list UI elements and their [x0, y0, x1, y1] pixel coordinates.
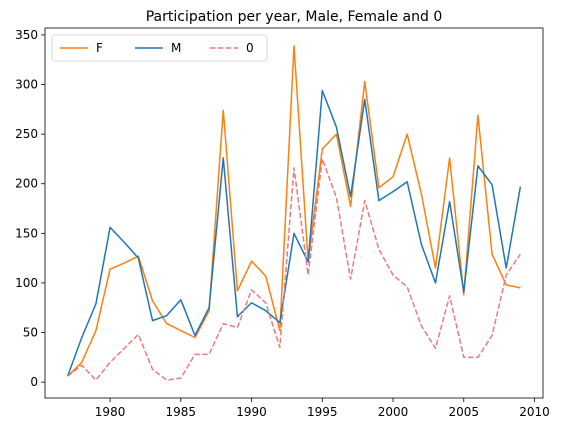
y-tick-label: 250 — [15, 127, 38, 141]
x-tick-label: 2000 — [378, 405, 409, 419]
legend: F M 0 — [51, 34, 268, 62]
x-tick-label: 2010 — [519, 405, 550, 419]
x-tick-label: 2005 — [448, 405, 479, 419]
x-tick-label: 1995 — [307, 405, 338, 419]
plot-area-frame — [44, 27, 544, 399]
series-line-0 — [67, 158, 521, 381]
y-tick-label: 300 — [15, 78, 38, 92]
y-tick-label: 350 — [15, 28, 38, 42]
legend-label-F: F — [96, 41, 103, 55]
y-tick-label: 0 — [30, 375, 38, 389]
x-axis: 1980 1985 1990 1995 2000 2005 2010 — [95, 398, 550, 419]
series-layer — [66, 45, 522, 381]
x-tick-label: 1990 — [236, 405, 267, 419]
x-tick-label: 1980 — [95, 405, 126, 419]
legend-label-0: 0 — [246, 41, 254, 55]
series-line-F — [67, 45, 521, 377]
x-tick-label: 1985 — [166, 405, 197, 419]
y-axis: 0 50 100 150 200 250 300 350 — [15, 28, 45, 389]
y-tick-label: 150 — [15, 226, 38, 240]
y-tick-label: 200 — [15, 177, 38, 191]
y-tick-label: 50 — [23, 326, 38, 340]
chart-title: Participation per year, Male, Female and… — [146, 9, 443, 25]
series-line-M — [66, 89, 522, 377]
legend-label-M: M — [171, 41, 181, 55]
y-tick-label: 100 — [15, 276, 38, 290]
